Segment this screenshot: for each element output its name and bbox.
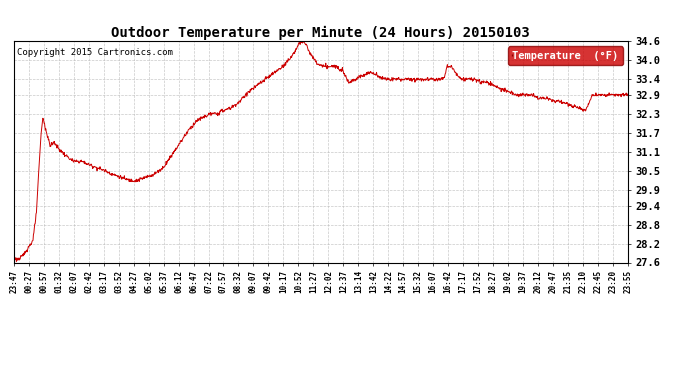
Legend: Temperature  (°F): Temperature (°F) bbox=[508, 46, 622, 65]
Title: Outdoor Temperature per Minute (24 Hours) 20150103: Outdoor Temperature per Minute (24 Hours… bbox=[112, 26, 530, 40]
Text: Copyright 2015 Cartronics.com: Copyright 2015 Cartronics.com bbox=[17, 48, 172, 57]
